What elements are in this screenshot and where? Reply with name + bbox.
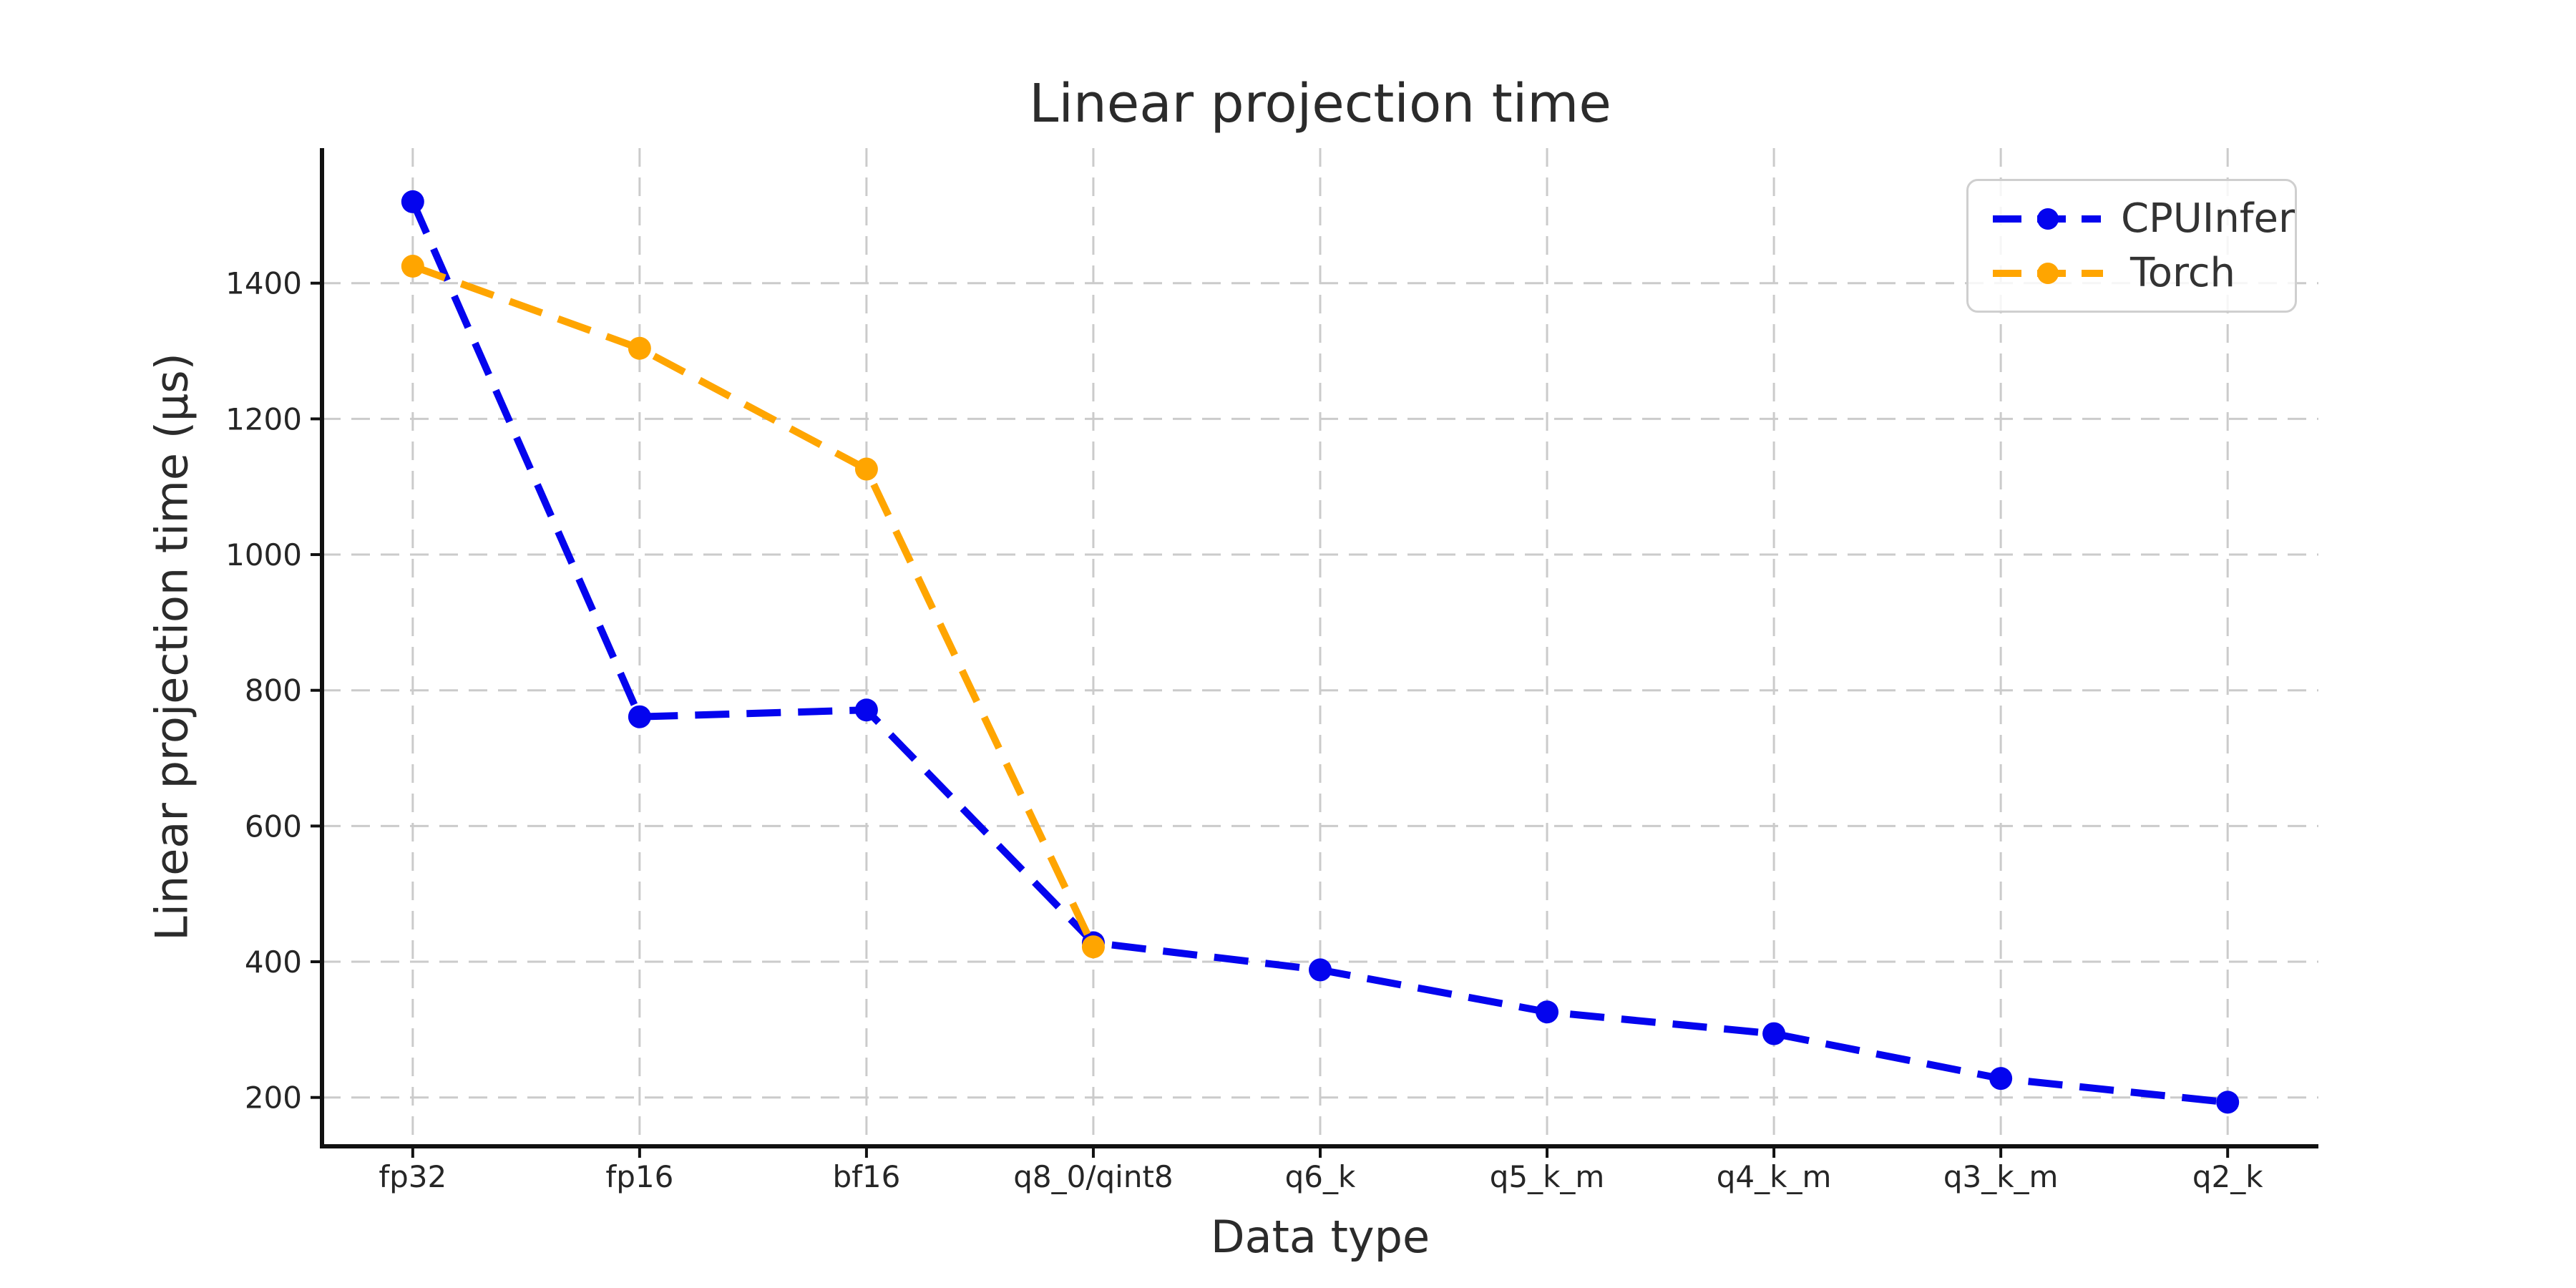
data-point-torch — [854, 457, 878, 481]
legend-line-sample — [1993, 262, 2103, 284]
legend-marker-torch — [2037, 262, 2059, 284]
x-tick-label: fp16 — [605, 1159, 673, 1194]
x-tick-label: q6_k — [1285, 1159, 1356, 1194]
y-tick-label: 1400 — [225, 266, 302, 301]
x-tick-label: q5_k_m — [1490, 1159, 1605, 1194]
legend-label-torch: Torch — [2130, 250, 2236, 296]
data-point-cpuinfer — [1309, 958, 1332, 982]
y-tick-label: 200 — [245, 1080, 302, 1116]
legend-line-sample — [1993, 208, 2101, 230]
x-tick-label: bf16 — [832, 1159, 900, 1194]
data-point-cpuinfer — [1536, 1000, 1559, 1024]
data-point-cpuinfer — [1989, 1067, 2013, 1091]
legend-item-cpuinfer: CPUInfer — [1989, 195, 2295, 242]
x-tick-label: q8_0/qint8 — [1013, 1159, 1173, 1194]
y-tick-label: 800 — [245, 673, 302, 708]
data-point-cpuinfer — [401, 190, 424, 213]
data-point-torch — [628, 336, 651, 360]
data-point-torch — [1081, 935, 1105, 959]
legend-item-torch: Torch — [1989, 250, 2295, 296]
legend-marker-cpuinfer — [2037, 208, 2059, 230]
y-axis-label: Linear projection time (μs) — [145, 353, 198, 941]
x-tick-label: fp32 — [379, 1159, 447, 1194]
legend-label-cpuinfer: CPUInfer — [2120, 195, 2295, 242]
legend: CPUInfer Torch — [1966, 179, 2297, 313]
x-tick-label: q4_k_m — [1717, 1159, 1832, 1194]
x-tick-label: q2_k — [2192, 1159, 2263, 1194]
y-tick-label: 1000 — [225, 537, 302, 572]
chart-title: Linear projection time — [1029, 73, 1611, 135]
data-point-torch — [401, 255, 424, 278]
data-point-cpuinfer — [2216, 1091, 2240, 1114]
series-line-torch — [411, 263, 1097, 949]
data-point-cpuinfer — [1762, 1022, 1786, 1045]
data-point-cpuinfer — [628, 705, 651, 728]
y-tick-label: 1200 — [225, 401, 302, 436]
x-tick-label: q3_k_m — [1943, 1159, 2059, 1194]
y-tick-label: 600 — [245, 809, 302, 844]
data-point-cpuinfer — [854, 698, 878, 722]
x-axis-label: Data type — [1210, 1211, 1430, 1263]
y-tick-label: 400 — [245, 945, 302, 980]
